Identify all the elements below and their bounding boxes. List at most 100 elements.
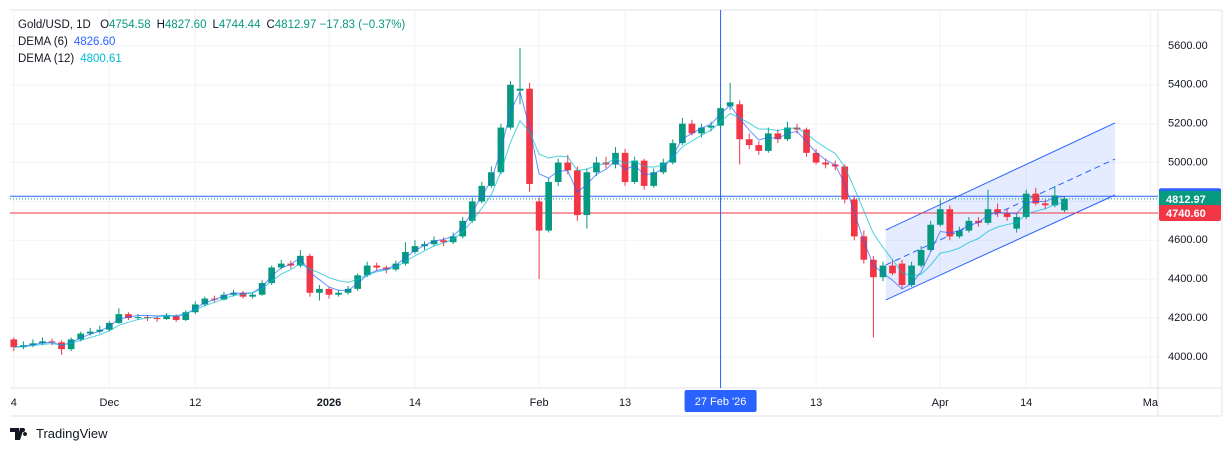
- candle-body: [230, 292, 237, 295]
- ohlc-key: L: [212, 19, 219, 31]
- ohlc-value: 4744.44: [218, 19, 261, 31]
- candle-body: [115, 314, 123, 323]
- candle-body: [10, 339, 18, 348]
- brand: TradingView: [10, 426, 108, 441]
- candle-body: [764, 133, 772, 151]
- x-tick-label: Dec: [100, 397, 120, 409]
- candle-body: [583, 172, 591, 216]
- crosshair-label: 27 Feb '26: [695, 396, 747, 408]
- candle-body: [440, 240, 447, 243]
- x-tick-label: 14: [1020, 397, 1032, 409]
- candle-body: [297, 255, 304, 266]
- x-tick-label: 2026: [317, 397, 341, 409]
- candle-body: [363, 265, 371, 276]
- candle-body: [77, 333, 85, 340]
- candle-body: [277, 263, 285, 268]
- candle-body: [411, 246, 419, 252]
- candle-body: [908, 265, 915, 285]
- y-tick-label: 4000.00: [1168, 351, 1208, 363]
- channel-upper: [885, 122, 1116, 231]
- ohlc-row: Gold/USD, 1D O4754.58 H4827.60 L4744.44 C48…: [18, 17, 405, 34]
- brand-logo: [10, 427, 28, 440]
- candle-body: [335, 292, 342, 295]
- candle-body: [860, 236, 868, 260]
- candle-body: [211, 298, 218, 300]
- candle-body: [688, 123, 696, 134]
- candle-body: [153, 318, 161, 320]
- x-tick-label: 12: [189, 397, 201, 409]
- candle-body: [736, 104, 744, 140]
- candle-body: [134, 317, 142, 319]
- candle-body: [774, 133, 782, 140]
- change-pct: (−0.37%): [358, 19, 406, 31]
- y-tick-label: 4600.00: [1168, 234, 1208, 246]
- candle-body: [554, 162, 562, 182]
- y-tick-label: 4200.00: [1168, 312, 1208, 324]
- candle-body: [526, 88, 533, 184]
- candle-body: [917, 250, 925, 266]
- candle-body: [354, 275, 361, 289]
- candle-body: [679, 123, 686, 144]
- candle-body: [631, 160, 638, 182]
- ohlc-key: O: [100, 19, 110, 31]
- candle-body: [39, 341, 46, 344]
- ohlc: O4754.58 H4827.60 L4744.44 C4812.97: [94, 19, 316, 31]
- channel-mid: [885, 158, 1116, 266]
- candle-body: [545, 181, 553, 231]
- candle-body: [268, 267, 276, 284]
- candle-body: [889, 265, 896, 274]
- crosshair-label-bg: [684, 390, 757, 412]
- candle-body: [927, 224, 935, 251]
- y-tick-label: 5000.00: [1168, 156, 1208, 168]
- candle-body: [707, 125, 715, 128]
- ohlc-key: C: [266, 19, 275, 31]
- x-tick-label: 4: [11, 397, 17, 409]
- price-label-bg: [1159, 190, 1221, 207]
- x-tick-label: Ma: [1143, 397, 1159, 409]
- candle-body: [163, 316, 170, 320]
- candle-body: [669, 143, 677, 163]
- candle-body: [507, 84, 514, 128]
- indicator-value: 4826.60: [73, 36, 116, 48]
- price-label-bg: [1159, 204, 1221, 221]
- indicator-name: DEMA (12): [18, 53, 75, 65]
- legend: Gold/USD, 1D O4754.58 H4827.60 L4744.44 C48…: [18, 17, 405, 68]
- candle-body: [459, 220, 467, 237]
- candle-body: [717, 108, 724, 126]
- candle-body: [994, 209, 1001, 214]
- candle-body: [898, 263, 906, 285]
- price-label: 4740.60: [1166, 208, 1206, 220]
- indicator-row: DEMA (6) 4826.60: [18, 34, 405, 51]
- ohlc-value: 4754.58: [109, 19, 151, 31]
- candle-body: [1051, 195, 1059, 206]
- candle-body: [621, 152, 629, 182]
- candle-body: [172, 316, 180, 320]
- brand-name: TradingView: [36, 426, 108, 441]
- candle-body: [564, 162, 572, 171]
- change: −17.83: [319, 19, 356, 31]
- y-tick-label: 5400.00: [1168, 79, 1208, 91]
- candle-body: [430, 240, 438, 245]
- y-tick-label: 5200.00: [1168, 118, 1208, 130]
- candle-body: [698, 127, 705, 134]
- candle-body: [659, 162, 667, 173]
- candle-body: [478, 185, 486, 202]
- candle-body: [516, 88, 524, 91]
- y-tick-label: 4400.00: [1168, 273, 1208, 285]
- symbol: Gold/USD, 1D: [18, 19, 91, 31]
- x-tick-label: 13: [810, 397, 822, 409]
- candle-body: [1022, 193, 1030, 217]
- indicator-row: DEMA (12) 4800.61: [18, 51, 405, 68]
- candle-body: [640, 160, 648, 186]
- candle-body: [984, 209, 992, 223]
- candle-body: [1041, 203, 1049, 206]
- candle-body: [220, 294, 228, 300]
- ohlc-value: 4812.97: [274, 19, 317, 31]
- candle-body: [946, 209, 954, 237]
- x-tick-label: 14: [409, 397, 421, 409]
- candle-body: [812, 152, 820, 163]
- dema-line: [13, 112, 1065, 348]
- x-tick-label: Feb: [530, 397, 549, 409]
